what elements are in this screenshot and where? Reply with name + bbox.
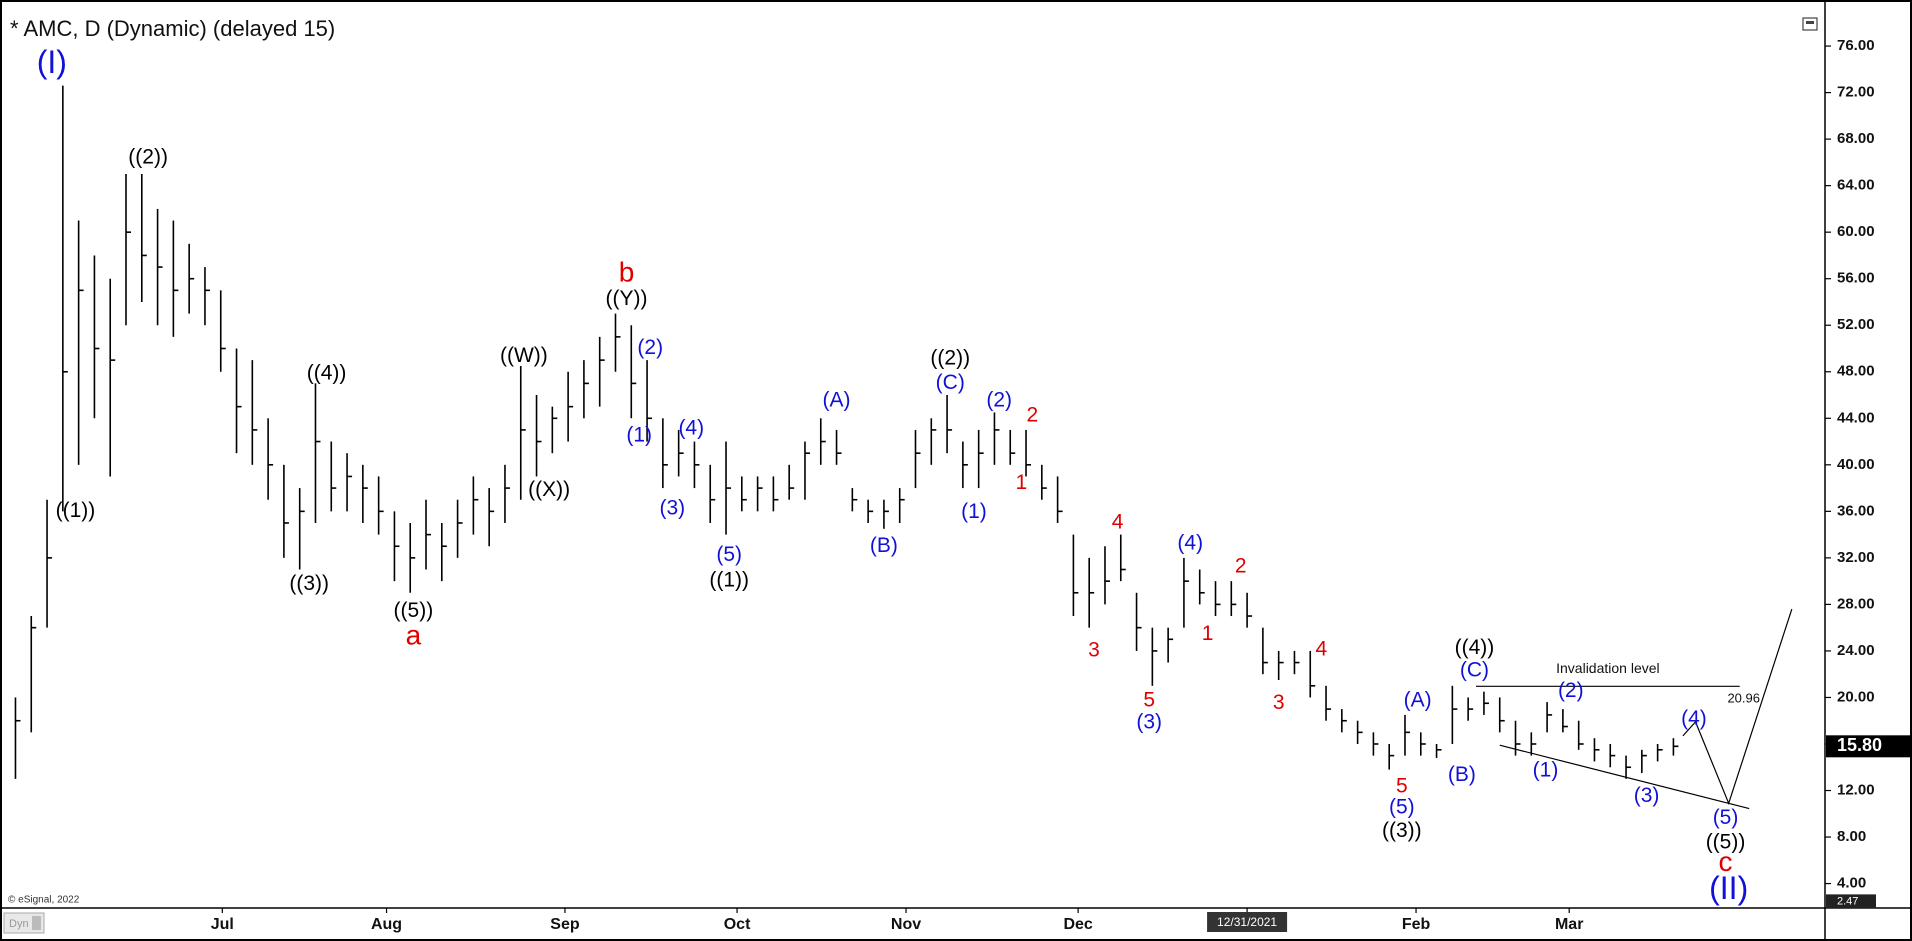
x-tick-label: Nov [891, 916, 921, 933]
y-tick-label: 8.00 [1837, 828, 1866, 845]
wave-label: (4) [1177, 531, 1203, 554]
icon-bar[interactable] [1806, 21, 1814, 24]
copyright: © eSignal, 2022 [8, 895, 80, 906]
wave-label: ((5)) [394, 599, 434, 622]
y-tick-label: 60.00 [1837, 223, 1875, 240]
invalidation-value: 20.96 [1727, 691, 1760, 706]
y-tick-label: 4.00 [1837, 875, 1866, 892]
y-tick-label: 56.00 [1837, 270, 1875, 287]
y-tick-label: 20.00 [1837, 688, 1875, 705]
wave-label: ((2)) [930, 347, 970, 370]
wave-label: (5) [1389, 796, 1415, 819]
wave-label: 3 [1273, 691, 1285, 714]
wave-label: (5) [1713, 806, 1739, 829]
wave-label: (C) [1460, 658, 1489, 681]
wave-label: 1 [1202, 622, 1214, 645]
scale-low-box [1826, 894, 1876, 909]
wave-label: ((3)) [1382, 819, 1422, 842]
chart-title: * AMC, D (Dynamic) (delayed 15) [10, 16, 335, 41]
wave-label: ((Y)) [606, 287, 648, 310]
badge-button[interactable] [32, 916, 41, 930]
invalidation-label: Invalidation level [1556, 660, 1660, 676]
trend-line [1682, 608, 1793, 806]
wave-label: (4) [678, 416, 704, 439]
x-tick-label: Mar [1555, 916, 1583, 933]
wave-label: ((3)) [289, 572, 329, 595]
wave-label: ((1)) [709, 569, 749, 592]
x-tick-label: Sep [550, 916, 580, 933]
y-tick-label: 40.00 [1837, 456, 1875, 473]
wave-label: 1 [1015, 471, 1027, 494]
trend-line [1499, 744, 1750, 810]
wave-label: (3) [659, 497, 685, 520]
y-tick-label: 12.00 [1837, 781, 1875, 798]
wave-label: (4) [1681, 707, 1707, 730]
wave-label: 4 [1112, 511, 1124, 534]
y-tick-label: 76.00 [1837, 37, 1875, 54]
y-tick-label: 32.00 [1837, 549, 1875, 566]
y-tick-label: 28.00 [1837, 595, 1875, 612]
last-price-label: 15.80 [1837, 735, 1882, 755]
wave-label: ((4)) [307, 362, 347, 385]
wave-label: 2 [1235, 555, 1247, 578]
wave-label: (1) [1533, 758, 1559, 781]
wave-label: (1) [961, 500, 987, 523]
wave-label: (1) [626, 423, 652, 446]
wave-label: (I) [37, 44, 67, 80]
wave-label: ((X)) [528, 478, 570, 501]
wave-label: (2) [986, 388, 1012, 411]
scale-low-label: 2.47 [1837, 895, 1858, 907]
wave-label: a [406, 619, 422, 650]
mode-badge[interactable]: Dyn [3, 912, 45, 934]
wave-label: b [619, 256, 635, 287]
x-tick-label: 12/31/2021 [1217, 915, 1277, 929]
y-tick-label: 64.00 [1837, 177, 1875, 194]
wave-label: ((5)) [1706, 830, 1746, 853]
wave-label: 5 [1396, 775, 1408, 798]
wave-label: (II) [1709, 870, 1748, 906]
wave-label: 4 [1315, 637, 1327, 660]
wave-label: ((4)) [1455, 636, 1495, 659]
y-tick-label: 68.00 [1837, 130, 1875, 147]
last-price-box [1826, 735, 1912, 758]
wave-label: (C) [936, 371, 965, 394]
x-tick-highlight [1207, 912, 1288, 932]
wave-label: (5) [716, 543, 742, 566]
y-tick-label: 48.00 [1837, 363, 1875, 380]
wave-label: (3) [1634, 784, 1660, 807]
wave-label: 3 [1088, 638, 1100, 661]
wave-label: (2) [637, 336, 663, 359]
wave-label: ((2)) [128, 145, 168, 168]
wave-label: 2 [1027, 404, 1039, 427]
y-tick-label: 72.00 [1837, 84, 1875, 101]
wave-label: (A) [823, 388, 851, 411]
y-tick-label: 52.00 [1837, 316, 1875, 333]
y-tick-label: 36.00 [1837, 502, 1875, 519]
y-tick-label: 44.00 [1837, 409, 1875, 426]
wave-label: ((1)) [56, 499, 96, 522]
restore-icon[interactable] [1802, 17, 1818, 31]
wave-label: (B) [870, 534, 898, 557]
x-tick-label: Feb [1402, 916, 1431, 933]
y-tick-label: 24.00 [1837, 642, 1875, 659]
x-tick-label: Jul [211, 916, 234, 933]
wave-label: 5 [1143, 688, 1155, 711]
wave-label: (A) [1404, 688, 1432, 711]
x-tick-label: Aug [371, 916, 402, 933]
x-tick-label: Oct [724, 916, 751, 933]
wave-label: (2) [1558, 679, 1584, 702]
plot: 4.008.0012.0016.0020.0024.0028.0032.0036… [14, 37, 1912, 933]
wave-label: c [1719, 846, 1733, 877]
wave-label: ((W)) [500, 344, 548, 367]
x-tick-label: Dec [1063, 916, 1092, 933]
badge-text[interactable]: Dyn [9, 918, 29, 930]
wave-label: (B) [1448, 763, 1476, 786]
wave-label: (3) [1136, 711, 1162, 734]
